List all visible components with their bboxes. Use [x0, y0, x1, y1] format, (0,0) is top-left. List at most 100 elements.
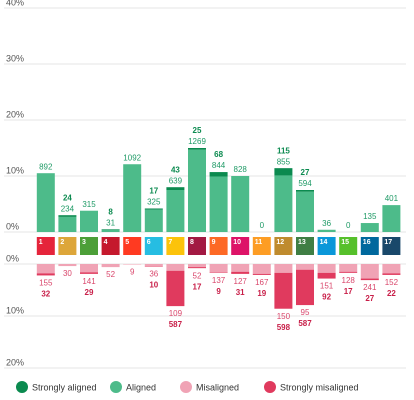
count-label: 137: [212, 276, 226, 285]
count-label: 0: [260, 221, 265, 230]
count-label: 115: [277, 146, 290, 155]
bar: [209, 176, 228, 232]
bar: [209, 264, 228, 273]
count-label: 150: [277, 312, 291, 321]
y-tick-label: 40%: [6, 0, 24, 7]
bar: [36, 264, 55, 274]
bar: [296, 269, 314, 306]
bar: [274, 272, 293, 309]
x-tick-label: 5: [125, 239, 129, 246]
count-label: 24: [63, 193, 72, 202]
x-tick-label: 9: [212, 239, 216, 246]
bar: [166, 187, 185, 190]
count-label: 95: [301, 308, 310, 317]
bar: [80, 264, 98, 273]
count-label: 844: [212, 161, 226, 170]
count-label: 315: [82, 200, 96, 209]
count-label: 36: [322, 219, 331, 228]
legend-label: Strongly aligned: [32, 382, 97, 392]
count-label: 19: [257, 289, 266, 298]
sdg-icon: [58, 237, 77, 255]
bar: [382, 264, 401, 274]
bar: [101, 229, 120, 230]
legend-label: Misaligned: [196, 382, 239, 392]
count-label: 892: [39, 162, 53, 171]
bar: [80, 272, 98, 274]
sdg-icon: [123, 237, 142, 255]
bar: [296, 264, 314, 270]
bar: [58, 264, 77, 267]
legend-swatch: [110, 381, 122, 393]
bar: [101, 264, 120, 268]
bar: [144, 209, 163, 232]
x-tick-label: 2: [60, 239, 64, 246]
count-label: 17: [149, 187, 158, 196]
legend-swatch: [16, 381, 28, 393]
count-label: 10: [149, 281, 158, 290]
sdg-icon: [209, 237, 228, 255]
count-label: 1269: [188, 137, 206, 146]
y-tick-label: 20%: [6, 357, 24, 367]
y-tick-label: 10%: [6, 165, 24, 175]
count-label: 52: [106, 270, 115, 279]
count-label: 29: [85, 288, 94, 297]
bar: [209, 172, 228, 177]
bar: [382, 205, 401, 232]
bar: [58, 215, 77, 217]
bar: [231, 271, 250, 274]
sdg-icon: [231, 237, 250, 255]
bar: [317, 272, 336, 279]
bar: [123, 264, 142, 265]
count-label: 598: [277, 323, 291, 332]
sdg-icon: [360, 237, 379, 255]
sdg-icon: [296, 237, 314, 255]
bar: [231, 264, 250, 272]
count-label: 27: [365, 294, 374, 303]
count-label: 31: [236, 288, 245, 297]
bar: [58, 216, 77, 232]
count-label: 8: [108, 207, 113, 216]
bar: [296, 190, 314, 192]
bar: [231, 176, 250, 232]
bar: [360, 278, 379, 281]
count-label: 594: [298, 179, 312, 188]
count-label: 31: [106, 218, 115, 227]
bar: [123, 164, 142, 232]
count-label: 109: [169, 309, 183, 318]
count-label: 234: [61, 204, 75, 213]
bar: [209, 272, 228, 273]
bar: [188, 264, 206, 268]
count-label: 17: [193, 282, 202, 291]
count-label: 828: [234, 165, 248, 174]
bar: [360, 264, 379, 279]
x-tick-label: 1: [39, 239, 43, 246]
count-label: 1092: [123, 153, 141, 162]
bar: [252, 273, 271, 275]
count-label: 0: [346, 221, 351, 230]
bar: [144, 208, 163, 210]
count-label: 152: [385, 278, 399, 287]
x-tick-label: 16: [363, 239, 371, 246]
bar: [188, 149, 206, 232]
bar: [101, 229, 120, 232]
x-tick-label: 14: [320, 239, 328, 246]
legend-label: Aligned: [126, 382, 156, 392]
x-tick-label: 13: [298, 239, 306, 246]
y-tick-label: 10%: [6, 305, 24, 315]
y-tick-label: 0%: [6, 221, 19, 231]
bar: [80, 210, 98, 232]
count-label: 401: [385, 194, 399, 203]
count-label: 92: [322, 293, 331, 302]
sdg-icon: [188, 237, 206, 255]
count-label: 17: [344, 287, 353, 296]
count-label: 135: [363, 212, 377, 221]
sdg-icon: [101, 237, 120, 255]
bar: [166, 190, 185, 232]
count-label: 52: [193, 271, 202, 280]
bar: [188, 148, 206, 150]
x-tick-label: 6: [147, 239, 151, 246]
count-label: 9: [216, 287, 221, 296]
bar: [360, 223, 379, 232]
sdg-icon: [382, 237, 401, 255]
count-label: 325: [147, 198, 161, 207]
